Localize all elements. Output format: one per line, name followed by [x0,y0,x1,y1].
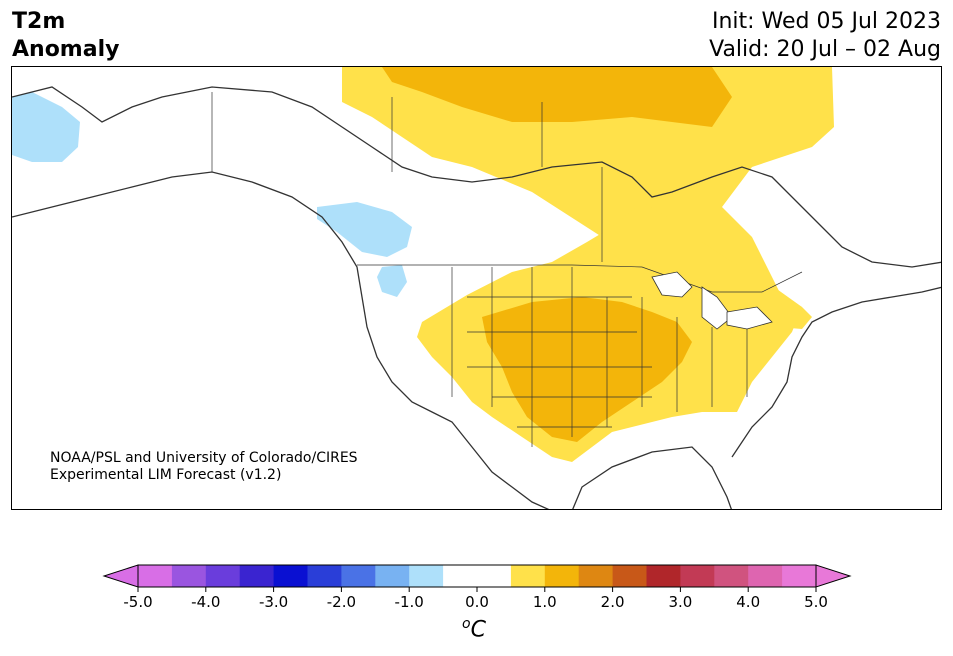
colorbar-tick-label: -4.0 [191,593,220,611]
colorbar-bin [341,565,376,587]
colorbar-tick-label: -5.0 [123,593,152,611]
colorbar-min-extend [102,564,139,588]
colorbar-bin [714,565,749,587]
colorbar-bin [477,565,512,587]
colorbar-tick-label: -3.0 [259,593,288,611]
colorbar-bin [409,565,444,587]
colorbar-bin [646,565,681,587]
bc-cool [317,202,412,257]
colorbar-tick-label: 2.0 [601,593,625,611]
colorbar-bin [443,565,478,587]
colorbar-unit: oC [462,616,486,642]
colorbar-bin [205,565,241,587]
unit-letter: C [470,617,486,643]
colorbar-bin [510,565,546,587]
colorbar-tick-label: 3.0 [668,593,692,611]
colorbar-bin [375,565,410,587]
credit-line-1: NOAA/PSL and University of Colorado/CIRE… [50,450,358,466]
valid-range: Valid: 20 Jul – 02 Aug [709,37,941,62]
unit-degree: o [462,616,471,632]
anomaly-fill-strong [382,67,732,442]
colorbar-bin [273,565,308,587]
canada-arctic-strong [382,67,732,127]
colorbar-bin [544,565,580,587]
idaho-cool [377,265,407,297]
map-title: T2m Anomaly [12,8,119,64]
colorbar-tick-label: 1.0 [533,593,557,611]
credit-text: NOAA/PSL and University of Colorado/CIRE… [50,450,358,484]
alaska-cool [12,92,80,162]
anomaly-map: NOAA/PSL and University of Colorado/CIRE… [11,66,942,510]
forecast-dates: Init: Wed 05 Jul 2023 Valid: 20 Jul – 02… [709,8,941,64]
colorbar: -5.0 -4.0 -3.0 -2.0 -1.0 0.0 1.0 2.0 3.0 4.0 5.0 [0,560,953,650]
colorbar-bin [748,565,783,587]
colorbar-bin [239,565,275,587]
colorbar-tick-label: -1.0 [395,593,424,611]
colorbar-graphic: -5.0 -4.0 -3.0 -2.0 -1.0 0.0 1.0 2.0 3.0 4.0 5.0 [102,564,852,611]
colorbar-max-extend [815,564,852,588]
init-date: Init: Wed 05 Jul 2023 [711,9,941,34]
great-plains-strong [482,297,692,442]
map-canvas [12,67,941,509]
colorbar-tick-label: -2.0 [327,593,356,611]
colorbar-bin [782,565,817,587]
credit-line-2: Experimental LIM Forecast (v1.2) [50,467,282,483]
colorbar-tick-label: 5.0 [804,593,828,611]
colorbar-tick-label: 0.0 [465,593,489,611]
colorbar-bin [171,565,207,587]
colorbar-tick-label: 4.0 [736,593,760,611]
anomaly-fill-cool [12,92,412,297]
colorbar-bin [138,565,173,587]
colorbar-bin [680,565,715,587]
borders [211,92,803,447]
upper-midwest-warm [572,237,622,277]
title-subtitle: Anomaly [12,37,120,62]
colorbar-bin [612,565,647,587]
great-lakes [651,271,773,330]
coastlines [12,86,941,509]
colorbar-bin [307,565,342,587]
colorbar-bin [578,565,614,587]
title-variable: T2m [12,9,66,34]
